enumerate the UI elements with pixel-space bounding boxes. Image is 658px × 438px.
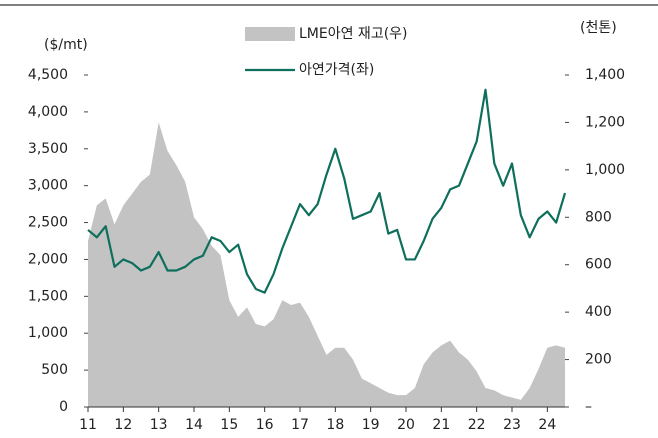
- legend-label: LME아연 재고(우): [299, 26, 408, 42]
- y2-tick-label: 600: [585, 257, 612, 273]
- x-tick-label: 22: [468, 417, 486, 433]
- y-tick-label: 1,000: [28, 325, 68, 341]
- x-tick-label: 21: [432, 417, 450, 433]
- y-tick-label: 2,000: [28, 251, 68, 267]
- price-line: [87, 88, 567, 294]
- y2-tick-label: –: [585, 399, 592, 415]
- y2-tick-label: 800: [585, 209, 612, 225]
- x-tick-label: 23: [503, 417, 521, 433]
- y-tick-label: 3,000: [28, 178, 68, 194]
- x-tick-label: 18: [326, 417, 344, 433]
- y-tick-label: 4,500: [28, 67, 68, 83]
- y2-tick-label: 1,400: [585, 67, 625, 83]
- x-tick-label: 20: [397, 417, 415, 433]
- y-axis-label: ($/mt): [44, 37, 88, 53]
- y2-tick-label: 200: [585, 352, 612, 368]
- x-tick-label: 15: [220, 417, 238, 433]
- y2-tick-label: 1,200: [585, 114, 625, 130]
- x-tick-label: 24: [538, 417, 556, 433]
- x-tick-label: 11: [79, 417, 97, 433]
- y-tick-label: 1,500: [28, 288, 68, 304]
- y-tick-label: 0: [59, 399, 68, 415]
- y-tick-label: 3,500: [28, 141, 68, 157]
- legend-swatch: [245, 27, 295, 41]
- y2-axis-label: (천톤): [580, 20, 617, 36]
- y2-tick-label: 1,000: [585, 162, 625, 178]
- x-tick-label: 13: [150, 417, 168, 433]
- x-tick-label: 12: [114, 417, 132, 433]
- y-tick-label: 4,000: [28, 104, 68, 120]
- x-tick-label: 17: [291, 417, 309, 433]
- y-tick-label: 2,500: [28, 215, 68, 231]
- x-tick-label: 16: [256, 417, 274, 433]
- inventory-area: [88, 122, 565, 407]
- y-tick-label: 500: [41, 362, 68, 378]
- x-tick-label: 19: [362, 417, 380, 433]
- legend-label: 아연가격(좌): [299, 62, 374, 78]
- x-tick-label: 14: [185, 417, 203, 433]
- y2-tick-label: 400: [585, 304, 612, 320]
